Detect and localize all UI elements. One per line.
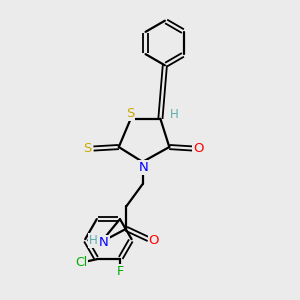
Text: H: H — [169, 108, 178, 121]
Text: O: O — [193, 142, 204, 155]
Text: N: N — [139, 161, 148, 174]
Text: S: S — [83, 142, 91, 155]
Text: S: S — [126, 107, 134, 120]
Text: Cl: Cl — [75, 256, 87, 269]
Text: O: O — [148, 234, 159, 247]
Text: N: N — [99, 236, 109, 249]
Text: F: F — [116, 265, 124, 278]
Text: H: H — [89, 234, 98, 247]
